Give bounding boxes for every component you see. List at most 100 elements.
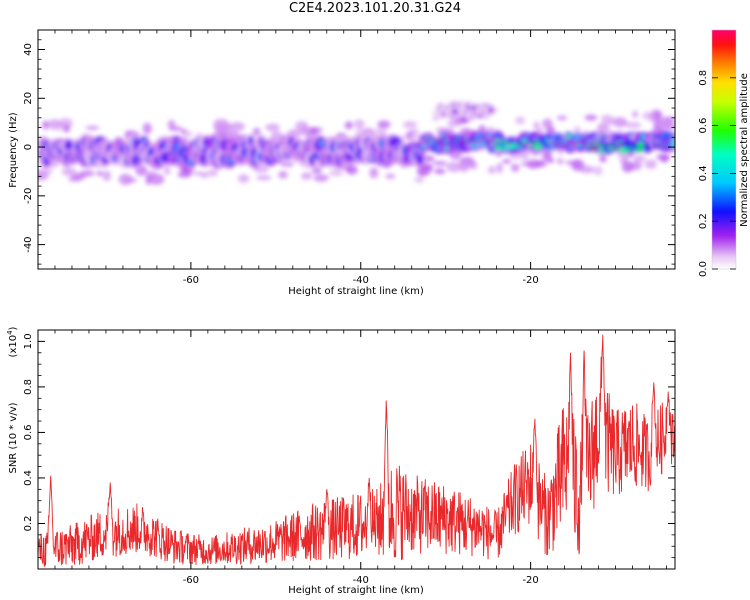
spectral-blob <box>229 122 245 132</box>
spectral-blob <box>644 159 657 170</box>
x-tick-label: -60 <box>183 575 199 586</box>
spectral-blob <box>280 161 295 168</box>
spectral-blob <box>616 153 624 158</box>
spectral-ridge <box>420 139 667 148</box>
spectral-blob <box>487 107 495 113</box>
snr-ticks: -60 -40 -20 0.2 0.4 0.6 0.8 1.0 <box>23 330 675 586</box>
y-tick-label: 0.6 <box>23 424 34 440</box>
spectral-blob <box>168 126 183 131</box>
y-tick-label: 0.2 <box>23 516 34 532</box>
snr-ylabel: SNR (10 * v/v) <box>8 402 19 473</box>
spectral-blob <box>446 161 462 173</box>
spectral-blob <box>64 142 73 151</box>
x-tick-label: -20 <box>522 575 538 586</box>
spectral-blob <box>118 173 133 186</box>
spectral-blob <box>266 125 278 132</box>
spectral-blob <box>85 125 100 131</box>
spectral-blob <box>434 168 446 175</box>
spectral-blob <box>556 158 564 165</box>
y-tick-label: 40 <box>23 43 34 56</box>
spectral-blob <box>521 155 530 161</box>
spectral-blob <box>534 144 541 149</box>
snr-multiplier: (x104) <box>6 326 19 357</box>
spectral-blob <box>656 121 671 129</box>
spectral-blob <box>56 124 64 131</box>
spectrogram-ylabel: Frequency (Hz) <box>8 112 19 188</box>
spectral-blob <box>61 167 77 176</box>
spectral-blob <box>520 161 534 167</box>
spectral-blob <box>458 161 470 173</box>
spectral-blob <box>270 130 283 140</box>
spectral-blob <box>180 129 187 134</box>
spectral-blob <box>295 120 309 131</box>
spectral-blob <box>432 161 448 166</box>
spectrogram-panel: -60 -40 -20 -40 -20 0 20 40 Height of straight … <box>8 29 676 297</box>
spectral-blob <box>42 120 50 130</box>
spectral-blob <box>332 166 346 171</box>
spectral-blob <box>496 162 503 174</box>
spectral-blob <box>256 175 272 180</box>
spectral-blob <box>604 119 615 126</box>
spectral-blob <box>510 163 520 173</box>
x-tick-label: -40 <box>353 575 369 586</box>
colorbar-gradient <box>712 30 736 269</box>
y-tick-label: 0 <box>23 144 34 150</box>
spectral-blob <box>640 134 646 141</box>
spectral-blob <box>502 158 512 164</box>
spectral-blob <box>167 119 176 129</box>
spectral-blob <box>142 122 152 135</box>
spectral-blob <box>661 116 675 122</box>
spectral-blob <box>237 174 250 183</box>
spectral-blob <box>377 120 391 129</box>
spectral-blob <box>328 170 344 177</box>
spectral-blob <box>633 154 646 163</box>
x-tick-label: -60 <box>183 275 199 286</box>
spectrogram-image <box>38 100 675 186</box>
spectral-blob <box>379 139 385 149</box>
spectral-blob <box>656 153 671 161</box>
spectral-blob <box>414 176 424 184</box>
spectral-blob <box>301 172 313 180</box>
spectral-blob <box>200 173 209 179</box>
spectral-blob <box>556 115 568 121</box>
spectral-blob <box>311 168 322 174</box>
spectral-blob <box>579 165 595 174</box>
snr-frame <box>37 329 676 570</box>
spectral-blob <box>313 174 329 182</box>
colorbar-tick-label: 0.4 <box>698 165 709 181</box>
spectral-blob <box>542 118 553 129</box>
spectral-blob <box>447 120 463 127</box>
spectral-blob <box>642 111 656 121</box>
figure-title: C2E4.2023.101.20.31.G24 <box>288 1 462 16</box>
spectral-blob <box>163 167 171 175</box>
y-tick-label: 20 <box>23 92 34 105</box>
y-tick-label: 1.0 <box>23 333 34 349</box>
spectral-blob <box>102 170 111 182</box>
spectral-blob <box>616 122 629 127</box>
spectral-blob <box>626 121 642 129</box>
y-tick-label: -40 <box>23 236 34 252</box>
spectral-blob <box>252 127 261 137</box>
y-tick-label: 0.4 <box>23 470 34 486</box>
y-tick-label: -20 <box>23 188 34 204</box>
colorbar: 0.0 0.2 0.4 0.6 0.8 Normalized spectral ampl… <box>698 29 750 277</box>
spectral-blob <box>593 166 603 176</box>
snr-xlabel: Height of straight line (km) <box>288 585 424 596</box>
spectrogram-xlabel: Height of straight line (km) <box>288 286 424 297</box>
colorbar-tick-label: 0.0 <box>698 261 709 277</box>
y-tick-label: 0.8 <box>23 379 34 395</box>
spectral-blob <box>344 121 353 130</box>
spectral-blob <box>533 121 540 130</box>
spectral-blob <box>669 124 675 130</box>
spectral-blob <box>369 167 379 179</box>
colorbar-tick-label: 0.8 <box>698 70 709 86</box>
spectral-blob <box>416 155 424 164</box>
spectral-blob <box>515 116 525 125</box>
spectral-blob <box>207 168 219 177</box>
spectral-blob <box>68 176 83 182</box>
spectral-blob <box>354 119 365 130</box>
spectral-blob <box>487 166 497 174</box>
spectral-blob <box>214 123 229 133</box>
spectral-blob <box>318 139 325 147</box>
